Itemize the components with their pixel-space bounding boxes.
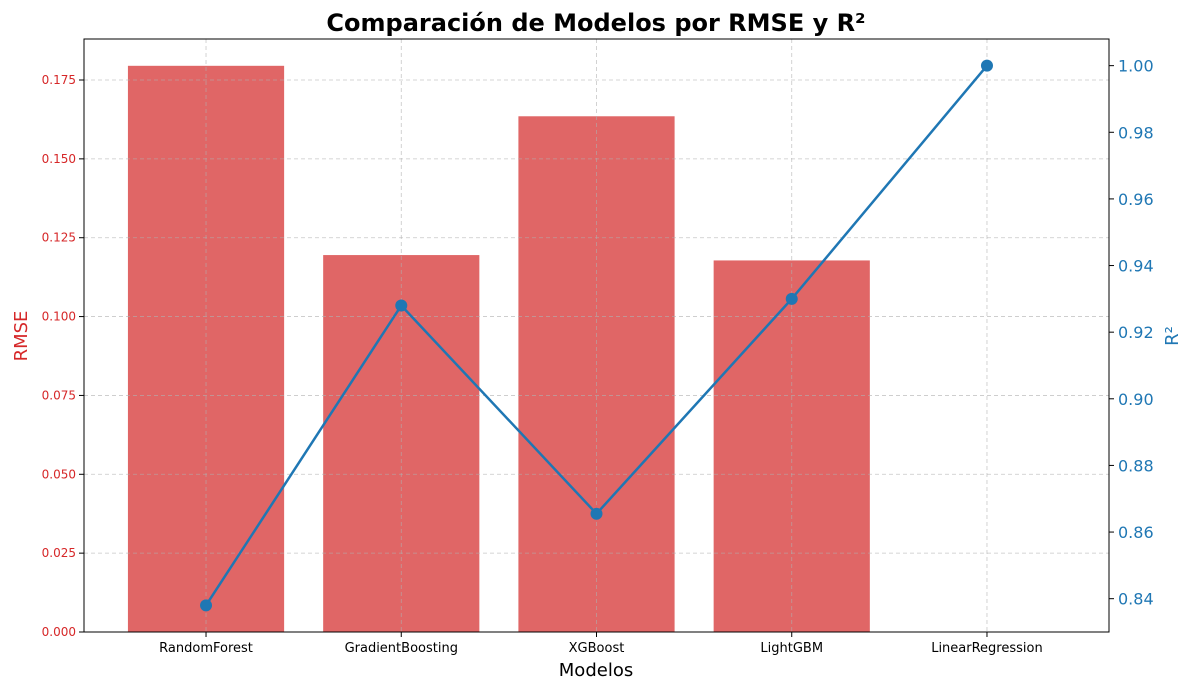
y-tick-label-left: 0.100	[42, 310, 76, 324]
rmse-bar	[323, 255, 480, 633]
r2-line-layer	[200, 59, 993, 612]
x-tick-label: RandomForest	[159, 641, 253, 656]
r2-point	[785, 292, 798, 305]
y-tick-label-right: 0.94	[1118, 257, 1154, 276]
r2-point	[980, 59, 993, 72]
y-tick-label-right: 0.84	[1118, 590, 1154, 609]
y-tick-label-left: 0.150	[42, 152, 76, 166]
x-tick-label: LightGBM	[760, 641, 823, 656]
chart-title: Comparación de Modelos por RMSE y R²	[326, 9, 865, 37]
x-tick-label: LinearRegression	[931, 641, 1043, 656]
y-tick-label-right: 0.90	[1118, 390, 1154, 409]
r2-point	[200, 599, 213, 612]
y-tick-label-right: 0.88	[1118, 456, 1154, 475]
y-tick-label-left: 0.075	[42, 388, 76, 402]
x-tick-label: GradientBoosting	[345, 641, 458, 656]
r2-point	[395, 299, 408, 312]
r2-point	[590, 507, 603, 520]
y-tick-label-left: 0.000	[42, 625, 76, 639]
ticks-layer: 0.000 0.025 0.050 0.075 0.100 0.125 0.150 0.175…	[42, 57, 1154, 656]
bars-layer	[127, 65, 870, 633]
y-tick-label-right: 0.98	[1118, 123, 1154, 142]
x-axis-label: Modelos	[559, 660, 633, 681]
y-tick-label-left: 0.025	[42, 546, 76, 560]
y-axis-label-r2: R²	[1162, 326, 1183, 346]
x-tick-label: XGBoost	[569, 641, 625, 656]
y-tick-label-right: 0.96	[1118, 190, 1154, 209]
y-axis-label-rmse: RMSE	[11, 311, 32, 362]
y-tick-label-right: 0.92	[1118, 323, 1154, 342]
y-tick-label-left: 0.175	[42, 73, 76, 87]
y-tick-label-left: 0.050	[42, 467, 76, 481]
y-tick-label-left: 0.125	[42, 231, 76, 245]
y-tick-label-right: 1.00	[1118, 57, 1154, 76]
y-tick-label-right: 0.86	[1118, 523, 1154, 542]
